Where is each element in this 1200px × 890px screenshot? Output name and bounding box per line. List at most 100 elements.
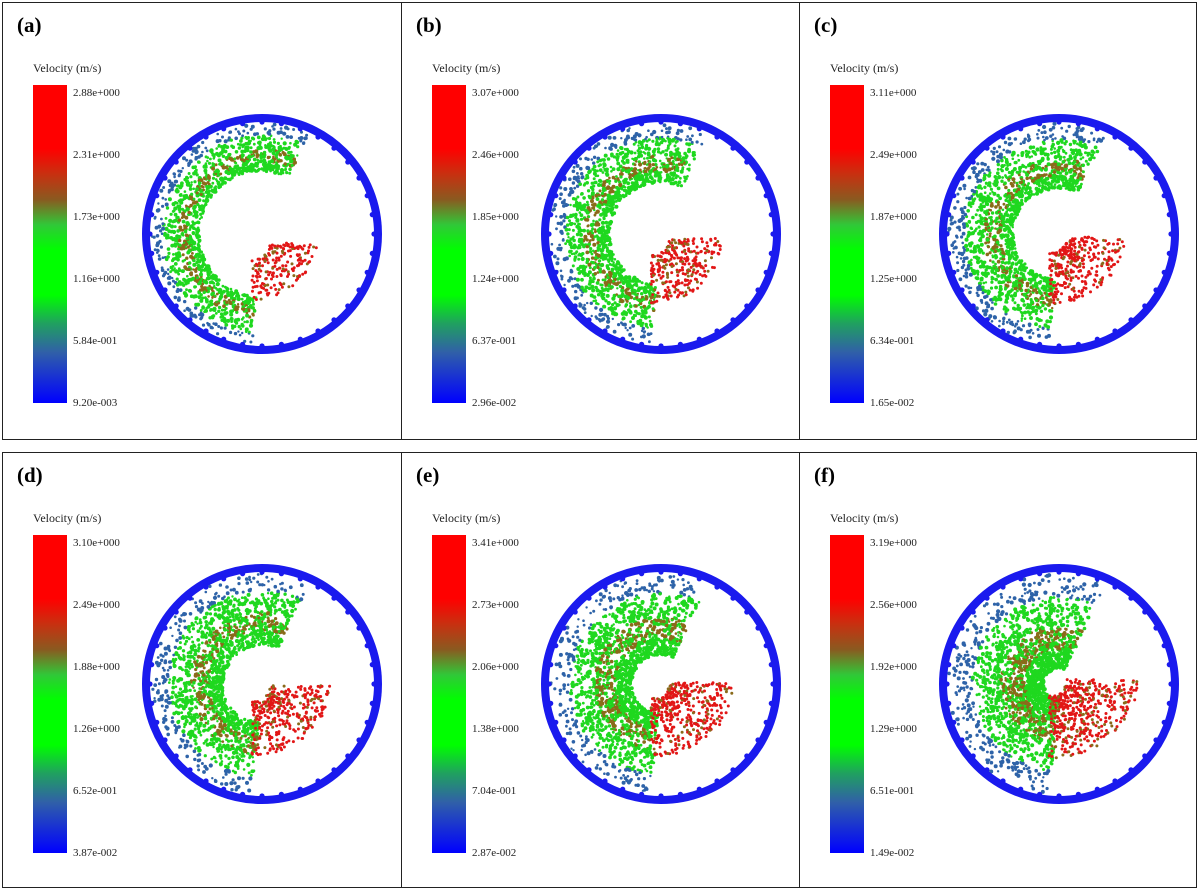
particle: [220, 308, 224, 312]
particle: [613, 301, 617, 305]
colorbar-tick-max: 2.88e+000: [73, 87, 120, 99]
particle: [1064, 171, 1069, 175]
particle: [236, 164, 239, 168]
particle: [1020, 319, 1023, 322]
particle: [237, 173, 241, 176]
particle: [1012, 240, 1016, 244]
particle: [1031, 305, 1036, 310]
particle-fast: [650, 301, 653, 305]
particle: [217, 301, 220, 305]
particle: [685, 142, 689, 146]
particle: [1026, 304, 1031, 310]
particle: [1007, 170, 1011, 175]
particle-fast: [674, 288, 678, 291]
particle: [205, 188, 209, 191]
particle: [207, 274, 210, 277]
particle-fast: [697, 263, 701, 267]
particle: [218, 139, 222, 143]
particle: [279, 144, 282, 148]
particle-fast: [656, 258, 660, 262]
particle: [1047, 302, 1051, 307]
particle: [643, 183, 647, 187]
particle-fast: [689, 265, 693, 269]
particle: [567, 240, 570, 244]
particle-fast: [270, 246, 274, 250]
particle: [1041, 327, 1045, 330]
particle: [564, 242, 567, 246]
particle-fast: [667, 259, 671, 263]
particle: [616, 167, 621, 172]
particle: [173, 262, 178, 266]
particle: [994, 298, 998, 302]
drum-lifter: [162, 175, 168, 181]
particle: [980, 187, 983, 190]
particle: [1001, 251, 1005, 255]
particle: [982, 178, 986, 182]
particle: [225, 300, 229, 305]
particle: [671, 137, 676, 142]
particle: [1012, 188, 1016, 192]
particle: [611, 175, 616, 180]
particle: [990, 226, 994, 230]
particle-fast: [688, 288, 692, 292]
particle: [641, 326, 645, 331]
particle: [1029, 281, 1032, 285]
particle: [1074, 185, 1077, 188]
particle: [674, 176, 678, 180]
particle: [277, 172, 281, 176]
particle: [171, 243, 175, 248]
particle-fast: [252, 295, 256, 299]
particle: [285, 135, 290, 139]
particle: [1000, 164, 1005, 169]
particle-fast: [677, 281, 681, 285]
particle: [1053, 147, 1056, 150]
particle: [1005, 249, 1009, 253]
particle: [1010, 183, 1015, 188]
particle: [1050, 165, 1055, 169]
particle: [236, 297, 240, 301]
colorbar-tick: 1.87e+000: [870, 211, 917, 223]
particle: [205, 194, 210, 199]
particle: [155, 234, 160, 238]
particle: [189, 224, 194, 229]
drum-lifter: [259, 119, 265, 125]
particle: [611, 296, 616, 301]
particle: [251, 299, 255, 303]
particle: [667, 130, 671, 134]
particle: [221, 284, 225, 288]
particle: [700, 142, 704, 146]
particle: [203, 164, 207, 168]
particle: [220, 150, 224, 155]
particle: [176, 258, 180, 262]
particle: [1018, 276, 1022, 280]
particle: [1000, 280, 1004, 285]
particle: [1011, 177, 1016, 182]
particle: [586, 301, 589, 305]
particle: [979, 287, 983, 291]
particle: [1034, 273, 1039, 278]
particle: [600, 252, 604, 256]
particle: [220, 293, 223, 297]
particle: [238, 143, 243, 147]
particle: [1012, 281, 1017, 286]
particle: [592, 219, 595, 223]
particle: [226, 287, 230, 291]
particle: [559, 192, 563, 196]
particle-fast: [258, 275, 262, 278]
particle: [640, 145, 645, 150]
particle: [666, 137, 669, 140]
particle: [1006, 308, 1010, 312]
particle: [1045, 176, 1050, 181]
particle: [984, 217, 988, 221]
particle-fast: [683, 249, 686, 253]
particle: [648, 162, 652, 167]
particle: [609, 186, 613, 191]
particle: [630, 284, 634, 288]
particle: [211, 181, 215, 185]
particle: [985, 196, 989, 201]
particle: [216, 332, 220, 336]
drum-lifter: [602, 328, 608, 334]
particle: [632, 181, 635, 184]
particle: [1004, 214, 1007, 217]
particle: [644, 297, 649, 301]
